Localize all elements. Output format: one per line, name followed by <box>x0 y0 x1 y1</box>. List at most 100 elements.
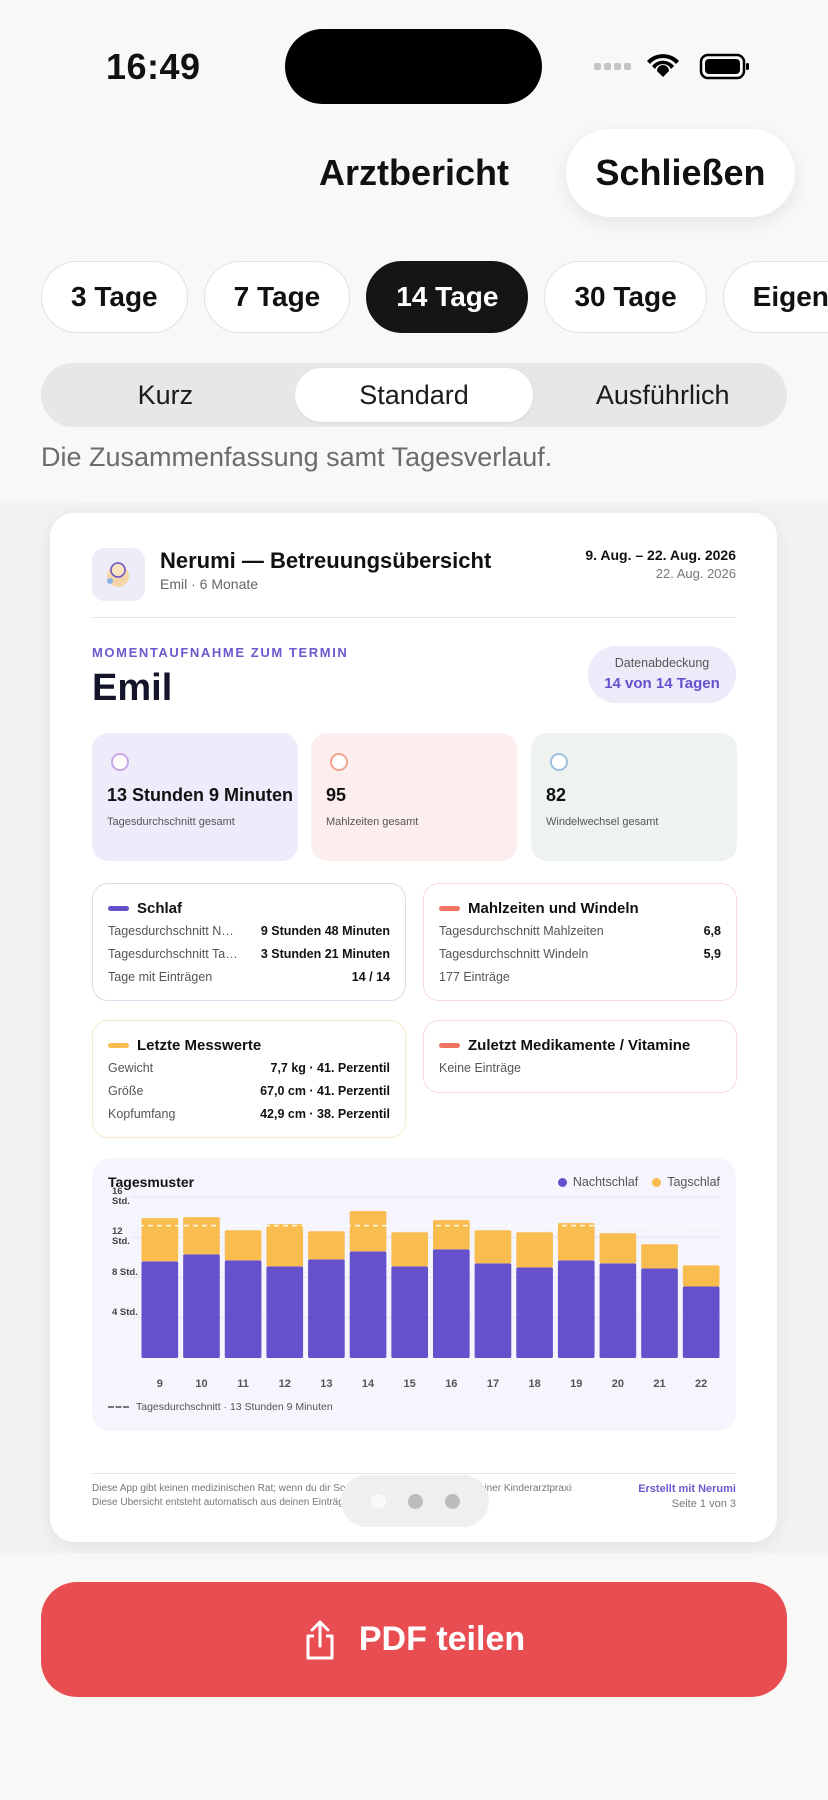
share-label: PDF teilen <box>358 1620 526 1658</box>
section-row: Tagesdurchschnitt N… 9 Stunden 48 Minuten <box>108 920 390 943</box>
reference-note: Tagesdurchschnitt · 13 Stunden 9 Minuten <box>108 1401 333 1413</box>
row-label: 177 Einträge <box>439 969 510 984</box>
section-card: Zuletzt Medikamente / Vitamine Keine Eint… <box>423 1020 737 1093</box>
dynamic-island <box>285 29 542 104</box>
row-label: Tage mit Einträgen <box>108 969 213 984</box>
x-tick-label: 16 <box>445 1378 458 1390</box>
row-value: 3 Stunden 21 Minuten <box>260 947 390 962</box>
bar-segment <box>432 1220 470 1250</box>
x-tick-label: 22 <box>695 1378 708 1390</box>
stat-card: 82 Windelwechsel gesamt <box>531 733 737 861</box>
row-label: Gewicht <box>108 1061 154 1076</box>
bar-segment <box>183 1254 220 1358</box>
x-tick-label: 12 <box>278 1378 291 1390</box>
page-number: Seite 1 von 3 <box>671 1498 736 1510</box>
range-tab[interactable]: 14 Tage <box>366 261 529 333</box>
stat-card: 13 Stunden 9 Minuten Tagesdurchschnitt ge… <box>92 733 298 861</box>
detail-tab[interactable]: Kurz <box>137 379 194 410</box>
x-tick-label: 11 <box>237 1378 249 1390</box>
report-subtitle: Emil · 6 Monate <box>160 576 259 592</box>
stat-icon-shape <box>550 753 568 771</box>
section-title: Mahlzeiten und Windeln <box>439 896 721 920</box>
range-tab[interactable]: 7 Tage <box>203 261 351 333</box>
section-row: Keine Einträge <box>439 1057 721 1080</box>
chart-panel: Tagesmuster Nachtschlaf Tagschlaf Tagesdu… <box>92 1158 736 1431</box>
stat-label: Tagesdurchschnitt gesamt <box>107 816 235 828</box>
section-title-text: Letzte Messwerte <box>137 1036 262 1054</box>
row-value: 6,8 <box>703 924 721 939</box>
bar-segment <box>224 1230 262 1261</box>
stat-icon <box>111 753 129 771</box>
bar-segment <box>349 1211 387 1252</box>
logo-icon <box>107 562 129 587</box>
section-card: Letzte Messwerte Gewicht 7,7 kg · 41. Perz… <box>92 1020 406 1139</box>
x-tick-label: 18 <box>528 1378 541 1390</box>
stat-icon <box>550 753 568 771</box>
range-tab[interactable]: Eigene <box>722 261 828 333</box>
bar-segment <box>474 1230 512 1264</box>
x-tick-label: 13 <box>320 1378 333 1390</box>
section-title: Schlaf <box>108 896 390 920</box>
footer-divider <box>92 1473 736 1474</box>
report-title: Nerumi — Betreuungsübersicht <box>160 548 492 573</box>
section-row: Tagesdurchschnitt Ta… 3 Stunden 21 Minute… <box>108 943 390 966</box>
detail-tab[interactable]: Standard <box>294 368 534 422</box>
range-tab[interactable]: 3 Tage <box>41 261 188 333</box>
legend-item: Nachtschlaf <box>557 1175 638 1189</box>
bar-segment <box>308 1231 345 1260</box>
row-value: 9 Stunden 48 Minuten <box>260 924 390 939</box>
section-row: Größe 67,0 cm · 41. Perzentil <box>108 1080 390 1103</box>
share-button[interactable]: PDF teilen <box>41 1582 787 1697</box>
row-value: 7,7 kg · 41. Perzentil <box>270 1061 391 1076</box>
reference-swatch <box>108 1406 129 1408</box>
range-tab[interactable]: 30 Tage <box>544 261 707 333</box>
x-tick-label: 17 <box>486 1378 500 1390</box>
stat-icon <box>330 753 348 771</box>
close-button[interactable]: Schließen <box>566 129 795 217</box>
page-indicator[interactable] <box>341 1475 489 1527</box>
bar-segment <box>557 1260 595 1358</box>
row-label: Tagesdurchschnitt Mahlzeiten <box>439 924 604 939</box>
bar-segment <box>641 1244 678 1269</box>
bar-segment <box>599 1233 637 1264</box>
bar-segment <box>141 1261 179 1358</box>
divider <box>92 617 736 618</box>
bar-segment <box>224 1260 262 1358</box>
x-tick-label: 21 <box>653 1378 666 1390</box>
bar-segment <box>557 1223 595 1261</box>
eyebrow: MOMENTAUFNAHME ZUM TERMIN <box>92 645 349 660</box>
screen-title-text: Arztbericht <box>318 152 510 193</box>
bar-segment <box>391 1232 429 1267</box>
status-icons <box>594 53 749 80</box>
disclaimer: Diese App gibt keinen medizinischen Rat;… <box>92 1483 572 1494</box>
row-label: Kopfumfang <box>108 1106 176 1121</box>
bar-segment <box>474 1263 512 1358</box>
section-row: 177 Einträge <box>439 965 721 988</box>
reference-label: Tagesdurchschnitt · 13 Stunden 9 Minuten <box>136 1401 333 1413</box>
bar-segment <box>516 1232 553 1268</box>
bar-segment <box>432 1249 470 1358</box>
bar-segment <box>682 1265 720 1287</box>
section-title: Zuletzt Medikamente / Vitamine <box>439 1033 721 1057</box>
x-tick-label: 20 <box>611 1378 625 1390</box>
stat-icon-shape <box>330 753 348 771</box>
legend-item: Tagschlaf <box>652 1175 720 1189</box>
bar-segment <box>141 1218 179 1262</box>
bar-segment <box>682 1286 720 1358</box>
date-range: 9. Aug. – 22. Aug. 2026 <box>585 547 736 563</box>
section-row: Tagesdurchschnitt Windeln 5,9 <box>439 943 721 966</box>
section-title-text: Zuletzt Medikamente / Vitamine <box>468 1036 691 1054</box>
chart <box>131 1196 722 1358</box>
disclaimer: Diese Übersicht entsteht automatisch aus… <box>92 1497 358 1508</box>
page-dot <box>444 1493 460 1509</box>
stat-value: 13 Stunden 9 Minuten <box>107 785 294 805</box>
x-tick-label: 15 <box>403 1378 416 1390</box>
share-icon <box>306 1620 334 1659</box>
bar-segment <box>266 1224 304 1267</box>
y-tick-label: 12 Std. <box>112 1226 130 1248</box>
detail-tab[interactable]: Ausführlich <box>595 379 730 410</box>
section-title-text: Mahlzeiten und Windeln <box>468 899 639 917</box>
stat-label: Mahlzeiten gesamt <box>326 816 419 828</box>
